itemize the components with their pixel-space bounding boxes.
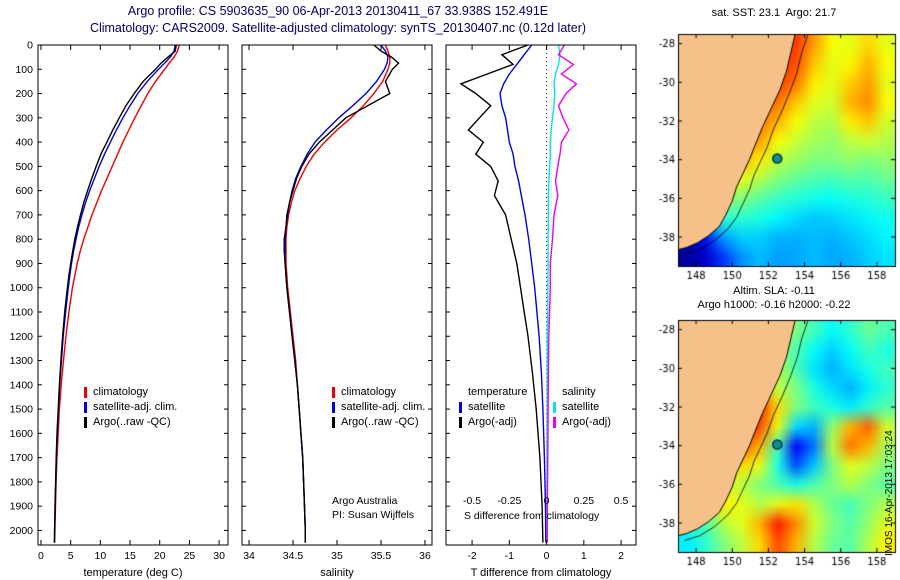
svg-text:25: 25 — [184, 550, 196, 562]
legend-label: satellite-adj. clim. — [93, 401, 178, 413]
svg-text:1000: 1000 — [10, 282, 34, 294]
legend-item: Argo(..raw -QC) — [84, 415, 177, 430]
legend-marker-argo — [332, 417, 335, 428]
svg-text:700: 700 — [15, 209, 33, 221]
svg-text:10: 10 — [95, 550, 107, 562]
svg-text:1400: 1400 — [10, 379, 34, 391]
sla-map-subtitle: Argo h1000: -0.16 h2000: -0.22 — [697, 299, 851, 311]
svg-text:1100: 1100 — [10, 306, 33, 318]
svg-text:1900: 1900 — [10, 501, 34, 513]
svg-text:100: 100 — [15, 64, 33, 76]
temperature-legend: climatology satellite-adj. clim. Argo(..… — [84, 385, 177, 430]
sla-map — [648, 314, 900, 568]
svg-text:1200: 1200 — [10, 331, 34, 343]
svg-text:0: 0 — [544, 495, 550, 507]
legend-item: satellite-adj. clim. — [84, 400, 177, 415]
s-difference-legend: salinity satellite Argo(-adj) — [553, 385, 611, 430]
svg-text:temperature (deg C): temperature (deg C) — [83, 567, 182, 579]
svg-text:800: 800 — [15, 234, 33, 246]
legend-label: satellite — [562, 401, 600, 413]
svg-text:1800: 1800 — [10, 476, 34, 488]
svg-text:T difference from climatology: T difference from climatology — [471, 567, 612, 579]
legend-label: Argo(..raw -QC) — [93, 416, 171, 428]
imos-timestamp-watermark: IMOS 16-Apr-2013 17:03:24 — [884, 430, 895, 556]
legend-marker-argo-salinity — [553, 417, 556, 428]
figure-title-line1: Argo profile: CS 5903635_90 06-Apr-2013 … — [127, 4, 549, 18]
svg-text:1700: 1700 — [10, 452, 34, 464]
legend-marker-climatology — [332, 387, 335, 398]
legend-item: Argo(-adj) — [459, 415, 527, 430]
legend-header-salinity: salinity — [562, 386, 596, 398]
legend-marker-satellite-salinity — [553, 402, 556, 413]
svg-text:36: 36 — [419, 550, 431, 562]
svg-text:35.5: 35.5 — [371, 550, 392, 562]
legend-item: satellite-adj. clim. — [332, 400, 425, 415]
legend-item: satellite — [459, 400, 527, 415]
svg-text:34: 34 — [243, 550, 255, 562]
legend-label: satellite — [468, 401, 506, 413]
svg-text:300: 300 — [15, 112, 33, 124]
svg-text:-0.5: -0.5 — [463, 495, 481, 507]
legend-item: satellite — [553, 400, 611, 415]
svg-text:salinity: salinity — [320, 567, 354, 579]
legend-marker-satellite — [459, 402, 462, 413]
svg-text:1600: 1600 — [10, 428, 34, 440]
svg-text:35: 35 — [331, 550, 343, 562]
svg-text:Argo Australia: Argo Australia — [332, 495, 398, 507]
legend-item: climatology — [84, 385, 177, 400]
svg-text:0: 0 — [544, 550, 550, 562]
svg-text:1500: 1500 — [10, 404, 34, 416]
svg-text:1300: 1300 — [10, 355, 34, 367]
svg-text:-0.25: -0.25 — [497, 495, 521, 507]
svg-text:2000: 2000 — [10, 525, 34, 537]
salinity-legend: climatology satellite-adj. clim. Argo(..… — [332, 385, 425, 430]
legend-item: climatology — [332, 385, 425, 400]
svg-text:5: 5 — [68, 550, 74, 562]
legend-label: climatology — [341, 386, 397, 398]
svg-text:1: 1 — [581, 550, 587, 562]
legend-item: Argo(-adj) — [553, 415, 611, 430]
legend-marker-argo — [84, 417, 87, 428]
legend-item: Argo(..raw -QC) — [332, 415, 425, 430]
svg-text:-1: -1 — [505, 550, 514, 562]
sst-map-title: sat. SST: 23.1 Argo: 21.7 — [711, 7, 837, 19]
legend-label: climatology — [93, 386, 149, 398]
svg-text:0.25: 0.25 — [574, 495, 595, 507]
svg-text:30: 30 — [213, 550, 225, 562]
svg-text:S difference from climatology: S difference from climatology — [464, 510, 600, 522]
svg-text:900: 900 — [15, 258, 33, 270]
svg-text:2: 2 — [618, 550, 624, 562]
svg-text:15: 15 — [124, 550, 136, 562]
sst-map — [648, 28, 900, 282]
legend-marker-argo — [459, 417, 462, 428]
svg-text:600: 600 — [15, 185, 33, 197]
legend-marker-satellite — [84, 402, 87, 413]
svg-text:400: 400 — [15, 137, 33, 149]
legend-label: Argo(..raw -QC) — [341, 416, 419, 428]
svg-text:0: 0 — [27, 40, 33, 52]
t-difference-legend: temperature satellite Argo(-adj) — [459, 385, 527, 430]
legend-label: Argo(-adj) — [468, 416, 517, 428]
svg-text:0: 0 — [38, 550, 44, 562]
svg-text:34.5: 34.5 — [283, 550, 304, 562]
svg-text:500: 500 — [15, 161, 33, 173]
legend-label: satellite-adj. clim. — [341, 401, 426, 413]
figure-title-line2: Climatology: CARS2009. Satellite-adjuste… — [89, 21, 587, 35]
sla-map-title: Altim. SLA: -0.11 — [733, 285, 815, 297]
legend-label: Argo(-adj) — [562, 416, 611, 428]
svg-text:-2: -2 — [467, 550, 476, 562]
legend-header-temperature: temperature — [468, 386, 528, 398]
svg-text:PI: Susan Wijffels: PI: Susan Wijffels — [332, 509, 414, 521]
legend-marker-climatology — [84, 387, 87, 398]
svg-text:20: 20 — [154, 550, 166, 562]
svg-text:0.5: 0.5 — [614, 495, 629, 507]
svg-text:200: 200 — [15, 88, 33, 100]
legend-marker-satellite — [332, 402, 335, 413]
